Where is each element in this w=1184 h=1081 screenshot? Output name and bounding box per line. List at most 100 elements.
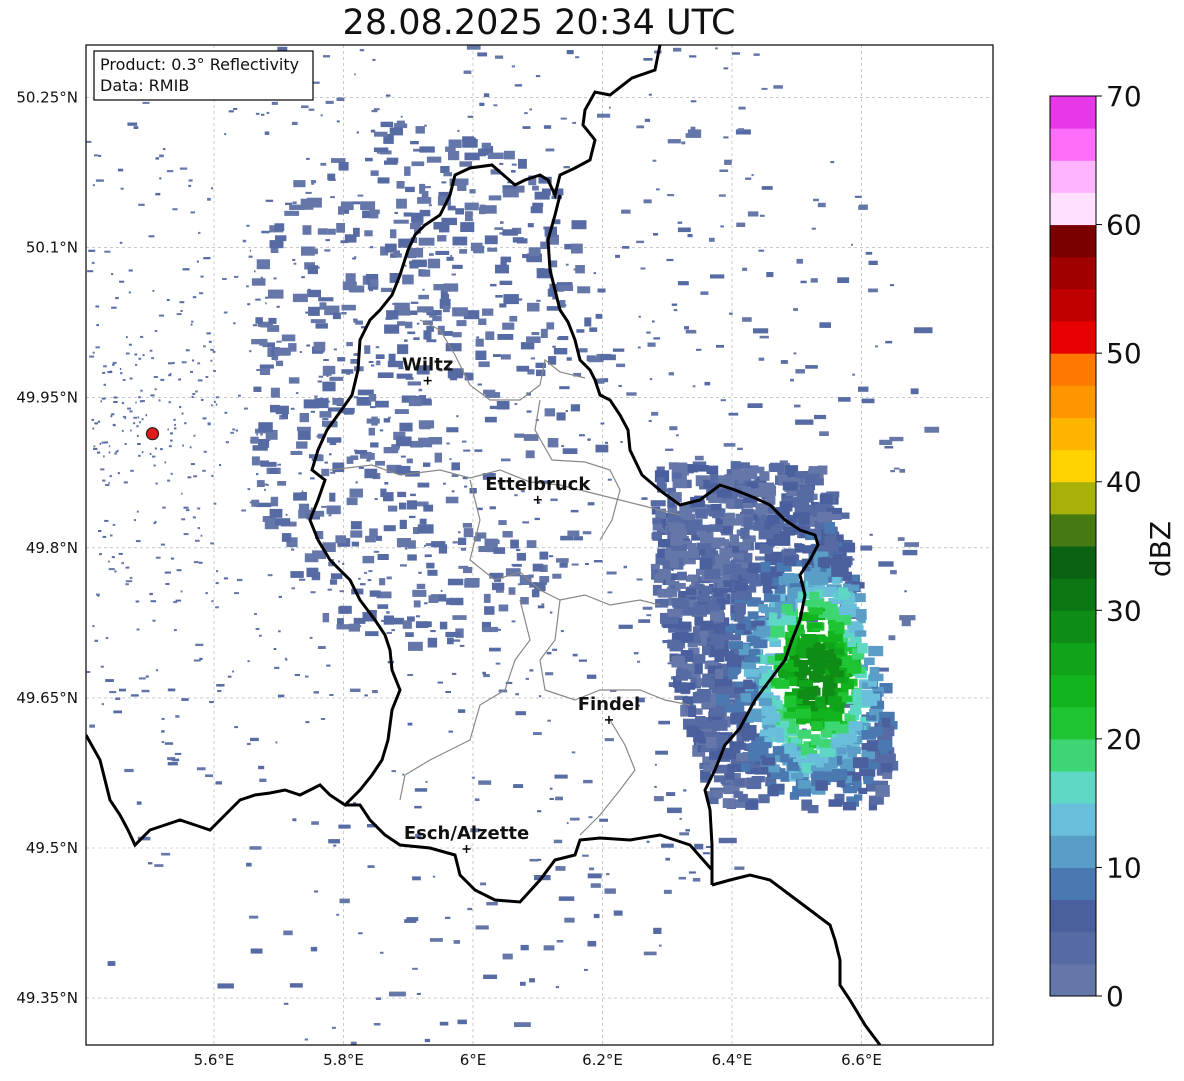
echo-cell <box>183 533 189 536</box>
echo-cell <box>498 520 507 525</box>
echo-cell <box>326 375 329 377</box>
echo-cell <box>717 649 730 657</box>
echo-cell <box>416 322 420 325</box>
echo-cell <box>662 640 671 644</box>
echo-cell <box>693 730 703 743</box>
echo-cell <box>768 764 780 773</box>
echo-cell <box>105 637 109 639</box>
echo-cell <box>839 542 856 553</box>
echo-cell <box>181 361 187 364</box>
echo-cell <box>768 656 780 664</box>
echo-cell <box>421 191 429 198</box>
echo-cell <box>210 359 213 362</box>
echo-cell <box>747 211 759 217</box>
echo-cell <box>692 385 696 388</box>
echo-cell <box>593 272 596 275</box>
echo-cell <box>410 251 417 258</box>
echo-cell <box>97 154 102 157</box>
echo-cell <box>761 633 777 642</box>
echo-cell <box>847 621 858 629</box>
echo-cell <box>789 792 799 800</box>
echo-cell <box>242 239 247 243</box>
echo-cell <box>465 211 473 222</box>
echo-cell <box>665 857 670 861</box>
echo-cell <box>362 210 374 219</box>
echo-cell <box>567 530 580 537</box>
echo-cell <box>558 285 574 291</box>
echo-cell <box>666 792 676 796</box>
echo-cell <box>358 577 361 580</box>
echo-cell <box>243 407 248 410</box>
echo-cell <box>441 293 450 304</box>
echo-cell <box>371 109 378 113</box>
echo-cell <box>736 623 746 630</box>
echo-cell <box>219 684 222 687</box>
echo-cell <box>390 229 397 239</box>
echo-cell <box>696 547 706 556</box>
echo-cell <box>701 549 715 560</box>
echo-cell <box>654 763 657 766</box>
echo-cell <box>258 439 270 448</box>
echo-cell <box>413 600 421 608</box>
echo-cell <box>827 631 843 643</box>
echo-cell <box>847 731 858 743</box>
echo-cell <box>413 148 421 152</box>
echo-cell <box>191 395 194 398</box>
echo-cell <box>187 476 192 479</box>
echo-cell <box>477 383 482 386</box>
echo-cell <box>327 173 336 181</box>
echo-cell <box>822 586 837 597</box>
echo-cell <box>741 661 757 670</box>
echo-cell <box>529 669 534 672</box>
echo-cell <box>154 447 157 450</box>
echo-cell <box>741 763 751 772</box>
echo-cell <box>696 465 709 472</box>
echo-cell <box>297 426 311 431</box>
echo-cell <box>824 683 835 696</box>
echo-cell <box>761 757 776 766</box>
echo-cell <box>357 389 374 396</box>
echo-cell <box>683 789 687 792</box>
echo-cell <box>746 562 762 573</box>
echo-cell <box>317 380 322 383</box>
echo-cell <box>295 392 299 395</box>
echo-cell <box>868 726 884 736</box>
echo-cell <box>868 260 878 265</box>
echo-cell <box>678 591 691 603</box>
echo-cell <box>699 630 709 638</box>
echo-cell <box>203 345 206 348</box>
echo-cell <box>555 986 559 989</box>
echo-cell <box>326 437 342 443</box>
echo-cell <box>780 360 788 364</box>
echo-cell <box>588 816 593 819</box>
echo-cell <box>502 229 518 236</box>
echo-cell <box>668 626 682 633</box>
echo-cell <box>322 420 338 427</box>
echo-cell <box>299 351 302 353</box>
colorbar-tick-label: 20 <box>1106 723 1142 756</box>
echo-cell <box>428 204 432 207</box>
echo-cell <box>364 468 378 479</box>
echo-cell <box>718 837 737 844</box>
city-label: Esch/Alzette <box>404 823 529 844</box>
echo-cell <box>452 639 461 642</box>
echo-cell <box>817 525 829 536</box>
echo-cell <box>677 571 687 581</box>
echo-cell <box>227 675 232 678</box>
colorbar-segment <box>1050 771 1096 804</box>
echo-cell <box>110 534 113 537</box>
echo-cell <box>232 670 235 673</box>
echo-cell <box>99 442 102 445</box>
echo-cell <box>734 866 745 870</box>
echo-cell <box>759 335 769 339</box>
echo-cell <box>750 487 762 498</box>
echo-cell <box>130 429 132 432</box>
echo-cell <box>233 108 238 110</box>
echo-cell <box>498 482 501 485</box>
echo-cell <box>819 431 829 436</box>
echo-cell <box>694 843 704 850</box>
echo-cell <box>290 571 304 578</box>
echo-cell <box>169 372 172 375</box>
echo-cell <box>405 547 408 550</box>
echo-cell <box>831 566 845 577</box>
